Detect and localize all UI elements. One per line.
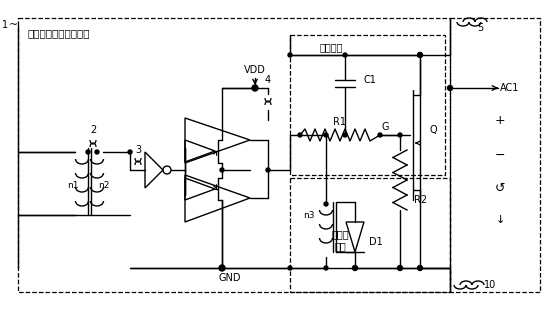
Text: n2: n2 xyxy=(98,180,110,189)
Bar xyxy=(290,35,445,175)
Circle shape xyxy=(378,133,382,137)
Circle shape xyxy=(352,265,357,271)
Text: R1: R1 xyxy=(334,117,346,127)
Circle shape xyxy=(220,168,224,172)
Text: −: − xyxy=(495,148,505,162)
Circle shape xyxy=(95,150,99,154)
Text: 負電圧
回路: 負電圧 回路 xyxy=(331,229,349,251)
Text: VDD: VDD xyxy=(244,65,266,75)
Bar xyxy=(18,18,450,292)
Text: 3: 3 xyxy=(135,145,141,155)
Circle shape xyxy=(417,265,422,271)
Circle shape xyxy=(343,53,347,57)
Text: C1: C1 xyxy=(363,75,376,85)
Bar xyxy=(450,18,540,292)
Circle shape xyxy=(219,265,225,271)
Text: G: G xyxy=(381,122,388,132)
Circle shape xyxy=(298,133,302,137)
Circle shape xyxy=(324,266,328,270)
Bar xyxy=(290,178,450,292)
Circle shape xyxy=(288,53,292,57)
Text: 4: 4 xyxy=(265,75,271,85)
Text: 1: 1 xyxy=(2,20,8,30)
Text: Q: Q xyxy=(430,125,438,135)
Text: +: + xyxy=(495,113,505,126)
Text: AC1: AC1 xyxy=(500,83,519,93)
Text: 調整回路: 調整回路 xyxy=(320,42,344,52)
Text: GND: GND xyxy=(219,273,241,283)
Circle shape xyxy=(252,85,258,91)
Text: R2: R2 xyxy=(414,195,427,205)
Circle shape xyxy=(418,53,422,57)
Circle shape xyxy=(128,150,132,154)
Text: n3: n3 xyxy=(304,210,315,219)
Text: 10: 10 xyxy=(484,280,496,290)
Circle shape xyxy=(417,52,422,57)
Text: n1: n1 xyxy=(67,180,79,189)
Circle shape xyxy=(397,265,402,271)
Circle shape xyxy=(447,86,452,91)
Text: D1: D1 xyxy=(369,237,383,247)
Circle shape xyxy=(343,133,347,137)
Circle shape xyxy=(266,168,270,172)
Text: 5: 5 xyxy=(477,23,483,33)
Circle shape xyxy=(288,266,292,270)
Circle shape xyxy=(324,202,328,206)
Circle shape xyxy=(86,150,90,154)
Circle shape xyxy=(324,133,328,137)
Text: ↺: ↺ xyxy=(495,181,505,194)
Text: 2: 2 xyxy=(90,125,96,135)
Text: ~: ~ xyxy=(8,20,18,30)
Text: ↓: ↓ xyxy=(495,215,504,225)
Circle shape xyxy=(398,133,402,137)
Text: スイッチング制御回路: スイッチング制御回路 xyxy=(28,28,90,38)
